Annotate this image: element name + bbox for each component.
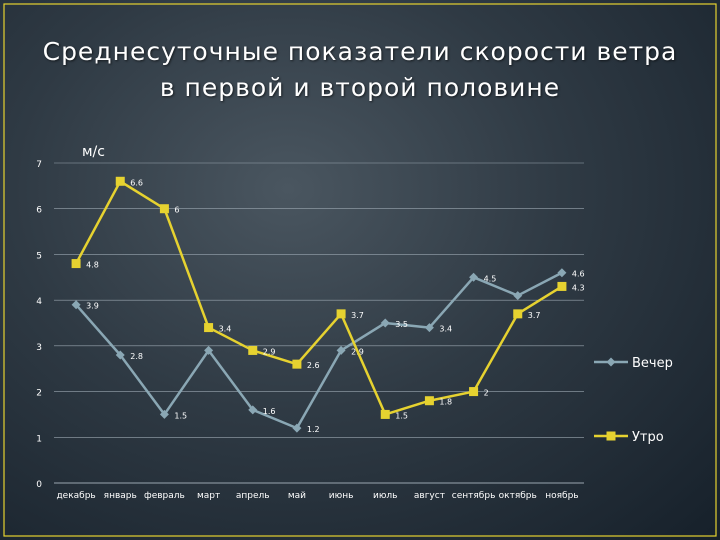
data-point — [159, 204, 169, 214]
legend-marker — [606, 357, 616, 367]
data-point — [380, 409, 390, 419]
data-point — [469, 272, 479, 282]
legend-label: Утро — [632, 430, 664, 445]
data-point — [204, 323, 214, 333]
data-point — [71, 300, 81, 310]
y-axis-label: м/с — [82, 144, 105, 160]
data-point — [380, 318, 390, 328]
y-tick-label: 6 — [36, 206, 42, 216]
y-tick-label: 3 — [36, 343, 42, 353]
title-line-1: Среднесуточные показатели скорости ветра — [42, 37, 678, 66]
series-line — [75, 271, 563, 430]
legend-label: Вечер — [632, 356, 673, 371]
data-point — [115, 176, 125, 186]
gridlines — [54, 162, 584, 484]
x-tick-label: июль — [373, 491, 397, 501]
data-point — [204, 345, 214, 355]
x-tick-label: октябрь — [499, 491, 537, 501]
x-tick-label: ноябрь — [545, 491, 578, 501]
data-point — [469, 387, 479, 397]
data-label: 3.4 — [219, 325, 232, 334]
data-label: 3.5 — [395, 320, 408, 329]
x-tick-label: январь — [104, 491, 137, 501]
data-point — [71, 259, 81, 269]
y-tick-label: 4 — [36, 297, 42, 307]
y-tick-label: 7 — [36, 160, 42, 170]
data-label: 2 — [484, 389, 489, 398]
data-point — [292, 423, 302, 433]
data-point — [248, 405, 258, 415]
series-morning: 4.8 6.6 6 3.4 2.9 2.6 3.7 1.5 1.8 2 3.7 4.3 — [71, 176, 585, 420]
x-tick-label: май — [288, 491, 306, 501]
data-point — [513, 309, 523, 319]
data-point — [424, 323, 434, 333]
border-frame — [3, 3, 717, 537]
series-line — [74, 180, 563, 416]
data-point — [513, 291, 523, 301]
x-tick-label: март — [197, 491, 220, 501]
data-label: 4.8 — [86, 261, 99, 270]
chart-title: Среднесуточные показатели скорости ветра… — [0, 34, 720, 106]
data-label: 2.9 — [263, 347, 276, 356]
y-tick-labels: 0 1 2 3 4 5 6 7 — [36, 160, 42, 490]
data-label: 3.9 — [86, 302, 99, 311]
data-label: 3.7 — [528, 311, 541, 320]
x-tick-label: апрель — [236, 491, 270, 501]
data-label: 1.6 — [263, 407, 276, 416]
series-group: 3.9 2.8 1.5 1.6 1.2 2.9 3.5 3.4 4.5 4.6 4.8 6.6 6 3.4… — [71, 176, 585, 434]
series-evening: 3.9 2.8 1.5 1.6 1.2 2.9 3.5 3.4 4.5 4.6 — [71, 268, 585, 434]
data-label: 3.4 — [439, 325, 452, 334]
data-label: 4.3 — [572, 283, 585, 292]
data-label: 1.8 — [439, 398, 452, 407]
x-tick-label: август — [414, 491, 445, 501]
data-label: 4.6 — [572, 270, 585, 279]
x-tick-label: июнь — [329, 491, 354, 501]
x-tick-label: декабрь — [56, 491, 95, 501]
legend: Вечер Утро — [594, 356, 673, 445]
data-label: 6.6 — [130, 178, 143, 187]
x-tick-label: февраль — [144, 491, 185, 501]
data-label: 1.2 — [307, 425, 320, 434]
data-label: 1.5 — [395, 411, 408, 420]
x-tick-label: сентябрь — [452, 491, 496, 501]
y-tick-label: 5 — [36, 251, 42, 261]
y-tick-label: 1 — [36, 434, 42, 444]
data-label: 4.5 — [484, 274, 497, 283]
data-point — [115, 350, 125, 360]
data-point — [159, 409, 169, 419]
data-point — [557, 268, 567, 278]
x-tick-labels: декабрь январь февраль март апрель май июнь июл… — [56, 491, 578, 501]
data-point — [336, 309, 346, 319]
y-tick-label: 0 — [36, 480, 42, 490]
title-line-2: в первой и второй половине — [159, 73, 561, 102]
y-tick-label: 2 — [36, 389, 42, 399]
data-label: 6 — [174, 206, 179, 215]
data-label: 2.6 — [307, 361, 320, 370]
data-point — [248, 345, 258, 355]
data-label: 2.8 — [130, 352, 143, 361]
data-point — [424, 396, 434, 406]
data-point — [292, 359, 302, 369]
legend-marker — [606, 431, 616, 441]
data-point — [336, 345, 346, 355]
data-label: 1.5 — [174, 411, 187, 420]
data-point — [557, 281, 567, 291]
data-label: 3.7 — [351, 311, 364, 320]
